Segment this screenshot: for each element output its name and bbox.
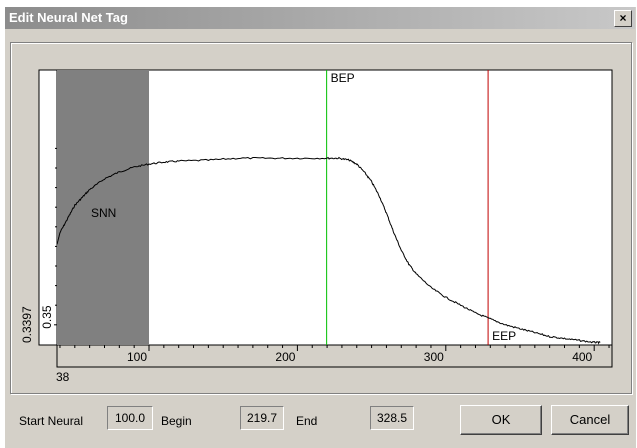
snn-region-label: SNN [91, 206, 116, 220]
x-tick-label: 200 [275, 350, 295, 364]
y-min-label: 0.3397 [20, 306, 34, 343]
x-tick-label: 300 [424, 350, 444, 364]
marker-label-bep: BEP [331, 71, 355, 85]
cancel-button[interactable]: Cancel [551, 405, 629, 435]
snn-shaded-region [57, 70, 150, 345]
begin-field[interactable]: 219.7 [240, 406, 284, 430]
end-label: End [296, 414, 318, 428]
ok-button[interactable]: OK [460, 405, 542, 435]
start-neural-field[interactable]: 100.0 [107, 406, 153, 430]
x-tick-label: 400 [572, 350, 592, 364]
close-icon: × [619, 11, 627, 25]
end-field[interactable]: 328.5 [370, 406, 414, 430]
x-tick-label: 100 [127, 350, 147, 364]
plot-background [56, 69, 613, 346]
title-bar: Edit Neural Net Tag × [5, 7, 635, 29]
start-neural-label: Start Neural [19, 414, 84, 428]
marker-label-eep: EEP [492, 329, 516, 343]
y-tick-label: 0.35 [40, 305, 54, 329]
y-axis-strip [38, 69, 58, 346]
x-min-label: 38 [56, 370, 70, 384]
close-button[interactable]: × [614, 10, 632, 27]
window-title: Edit Neural Net Tag [9, 10, 128, 25]
x-axis-strip [56, 344, 613, 368]
series-line [56, 156, 601, 345]
begin-label: Begin [161, 414, 192, 428]
chart-group-box [10, 42, 632, 394]
neural-chart: BEP EEP 100 200 300 400 0.35 SNN 38 0.3397 [20, 69, 613, 384]
